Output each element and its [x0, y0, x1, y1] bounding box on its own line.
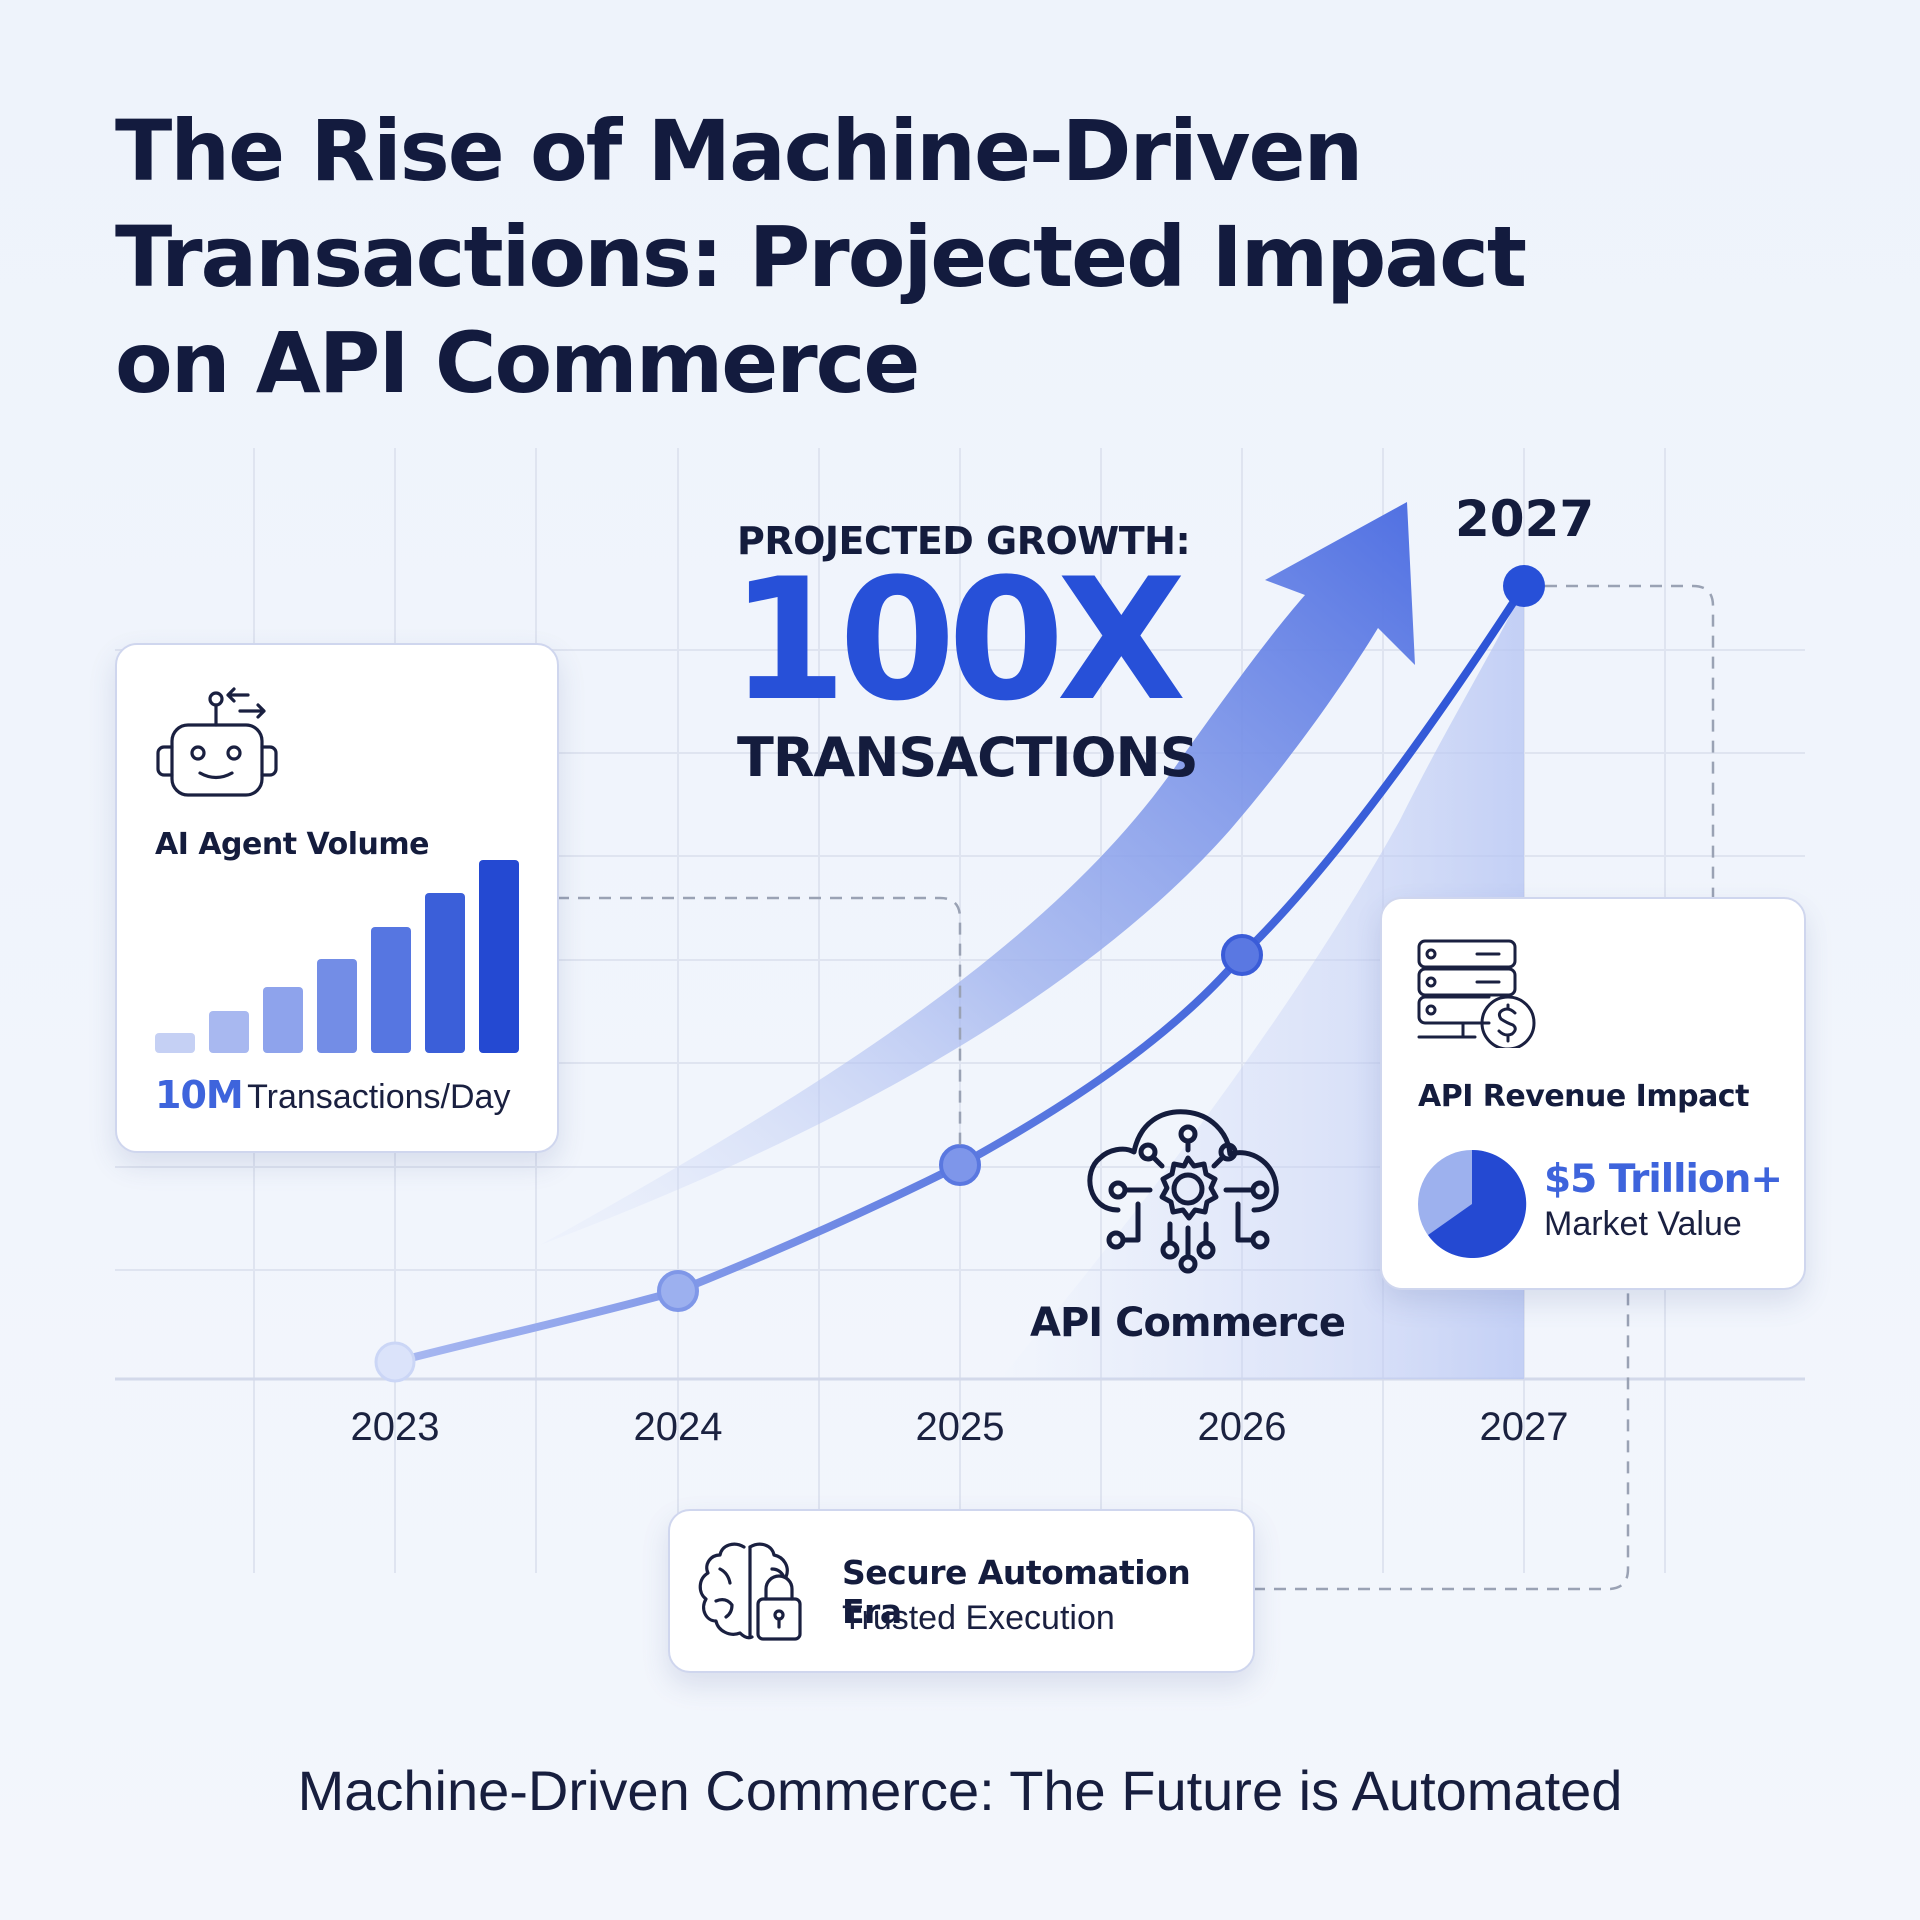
projected-growth-value: 100X: [730, 542, 1186, 738]
bar-3: [263, 987, 303, 1053]
growth-arrow-icon: [540, 502, 1415, 1245]
x-label-2026: 2026: [1197, 1405, 1287, 1449]
growth-line: [391, 582, 1528, 1366]
ai-agent-stat-value: 10M: [155, 1073, 244, 1117]
highlight-year-label: 2027: [1455, 490, 1595, 548]
secure-automation-title: Secure Automation Era: [842, 1553, 1191, 1631]
secure-automation-subtitle: Trusted Execution: [842, 1599, 1115, 1637]
revenue-pie-chart: [1418, 1149, 1527, 1258]
connector-revenue-card: [1545, 584, 1715, 897]
api-revenue-label: Market Value: [1544, 1205, 1742, 1243]
x-label-2027: 2027: [1479, 1405, 1569, 1449]
point-2026: [1221, 934, 1263, 976]
ai-agent-volume-title: AI Agent Volume: [155, 827, 429, 862]
secure-automation-card: Secure Automation Era Trusted Execution: [668, 1509, 1255, 1673]
point-2027: [1503, 565, 1545, 607]
api-revenue-card: API Revenue Impact $5 Trillion+ Market V…: [1380, 897, 1806, 1290]
point-2023: [374, 1341, 416, 1383]
ai-agent-stat-label: Transactions/Day: [247, 1078, 511, 1116]
bar-2: [209, 1011, 249, 1053]
projected-growth-label: PROJECTED GROWTH:: [737, 519, 1191, 563]
cloud-gear-network-icon: [1087, 1109, 1279, 1274]
server-dollar-icon: [1417, 939, 1536, 1048]
bar-7: [479, 860, 519, 1053]
connector-ai-card: [557, 896, 962, 1146]
page-title: The Rise of Machine-Driven Transactions:…: [115, 102, 1527, 412]
bar-6: [425, 893, 465, 1053]
footer-tagline: Machine-Driven Commerce: The Future is A…: [297, 1759, 1623, 1822]
ai-agent-volume-card: AI Agent Volume 10M Transactions/Day: [115, 643, 559, 1153]
robot-icon: [156, 687, 278, 797]
point-2025: [939, 1144, 981, 1186]
point-2024: [657, 1270, 699, 1312]
bar-1: [155, 1033, 195, 1053]
ai-agent-bar-chart: [155, 855, 525, 1053]
x-label-2024: 2024: [633, 1405, 723, 1449]
bar-4: [317, 959, 357, 1053]
connector-secure-card: [1253, 1288, 1630, 1591]
api-commerce-label: API Commerce: [1030, 1300, 1346, 1346]
projected-growth-sub: TRANSACTIONS: [737, 726, 1199, 789]
x-label-2025: 2025: [915, 1405, 1005, 1449]
x-label-2023: 2023: [350, 1405, 440, 1449]
bar-5: [371, 927, 411, 1053]
api-revenue-value: $5 Trillion+: [1544, 1157, 1783, 1202]
ai-agent-stat: 10M Transactions/Day: [155, 1073, 510, 1117]
api-revenue-title: API Revenue Impact: [1418, 1079, 1749, 1114]
brain-lock-icon: [698, 1542, 802, 1641]
